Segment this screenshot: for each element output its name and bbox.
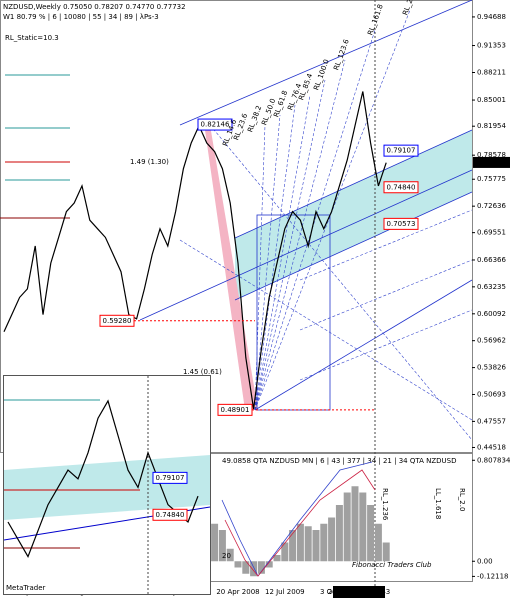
histogram-bar [320,523,328,562]
histogram-bar [328,517,336,562]
y-tick-label: 0.85001 [477,96,506,104]
fan-lines [139,0,473,411]
y-tick-label: 0.81954 [477,122,506,130]
annotation: Fibonacci Traders Club [352,561,432,569]
y-tick-label: 0.88211 [477,69,506,77]
histogram-bar [382,542,390,562]
y-tick-label: 0.78578 [477,151,506,159]
histogram-bar [226,548,234,562]
chart-subtitle: W1 80.79 % | 6 | 10080 | 55 | 34 | 89 | … [3,13,159,21]
osc-signal [221,461,373,577]
histogram-bar [257,561,265,574]
level-box [152,508,188,521]
price-line [7,399,199,558]
price-line [3,91,387,410]
histogram-bar [374,523,382,562]
y-tick-label: 0.807834 [477,456,510,464]
level-box [383,217,419,230]
fan-dashed [179,9,473,441]
cursor-time: 2011.12.01 09:43 [328,588,390,596]
annotation: LL_1.618 [434,488,442,519]
y-tick-label: 0.60092 [477,310,506,318]
y-tick-label: 0.00 [477,557,493,565]
main-frame [0,0,473,453]
level-label: 0.59280 [103,317,132,325]
histogram-bar [242,561,250,574]
annotation: 1.49 (1.30) [130,158,169,166]
annotation: 20 [222,552,231,560]
y-tick-label: 0.91353 [477,42,506,50]
y-tick-label: 0.72636 [477,202,506,210]
histogram-bar [351,486,359,562]
level-label: 0.48901 [221,406,250,414]
y-tick-label: 0.44518 [477,443,506,451]
histogram-bar [296,523,304,562]
histogram-bar [234,561,242,568]
histogram-bar [343,492,351,562]
y-tick-label: 0.50693 [477,390,506,398]
level-label: 0.79107 [387,147,416,155]
histogram-bar [312,530,320,562]
annotation: RL_Static=10.3 [5,34,59,42]
level-label: 0.74840 [387,183,416,191]
inset-band [4,455,210,520]
histogram-bar [273,555,281,562]
osc-title: 49.0858 QTA NZDUSD MN | 6 | 43 | 377 | 3… [222,457,456,465]
annotation: MetaTrader [6,584,46,592]
chart-title: NZDUSD,Weekly 0.75050 0.78207 0.74770 0.… [3,3,186,11]
annotation: RL_2.0 [458,488,466,511]
x-tick-label: 12 Jul 2009 [265,588,305,596]
histogram-bar [367,505,375,562]
histogram-bar [250,561,258,577]
histogram-bar [359,492,367,562]
histogram-bar [304,526,312,562]
level-label: 0.79107 [156,474,185,482]
osc-signal [224,469,376,577]
y-tick-label: 0.75775 [477,175,506,183]
level-box [383,181,419,194]
cursor-time-box [333,586,385,598]
level-label: 0.70573 [387,220,416,228]
histogram-bar [281,542,289,562]
last-price-box [473,156,510,168]
level-box [217,403,253,416]
y-tick-label: 0.94688 [477,13,506,21]
histogram-bar [335,505,343,562]
x-tick-label: 20 Apr 2008 [216,588,259,596]
annotation: 1.45 (0.61) [183,368,222,376]
y-tick-label: 0.53826 [477,364,506,372]
level-box [99,314,135,327]
y-tick-label: 0.47557 [477,417,506,425]
histogram-bar [289,530,297,562]
histogram-bar [218,530,226,562]
y-tick-label: 0.69551 [477,229,506,237]
level-label: 0.82146 [201,121,230,129]
annotation: RL_1.236 [381,488,389,521]
y-tick-label: 0.63235 [477,283,506,291]
y-tick-label: 0.66366 [477,256,506,264]
inset: 0.79107 0.74840 MetaTrader [3,375,211,595]
y-tick-label: 0.56962 [477,337,506,345]
level-label: 0.74840 [156,511,185,519]
level-box [197,118,233,131]
histogram-bar [211,523,219,562]
level-box [152,471,188,484]
level-box [383,144,419,157]
y-tick-label: -0.12118 [477,572,508,580]
histogram-bar [265,561,273,568]
last-price-label: 0.77732 [476,158,505,166]
